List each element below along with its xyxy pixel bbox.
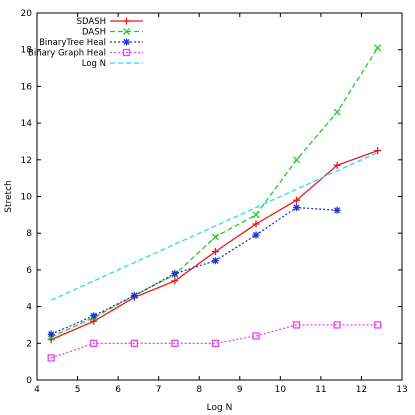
x-tick-label: 7 [156, 385, 162, 395]
legend-marker [123, 17, 130, 25]
data-point [333, 108, 341, 116]
legend-marker [122, 48, 131, 57]
y-tick-label: 0 [26, 376, 32, 386]
legend-label: Log N [82, 59, 106, 69]
plot-frame [36, 12, 403, 381]
x-axis-title: Log N [207, 403, 233, 413]
legend-entry: DASH [82, 28, 143, 38]
data-point [171, 339, 179, 347]
series-3 [47, 321, 382, 362]
series-1 [47, 44, 382, 341]
x-tick-label: 6 [115, 385, 121, 395]
series-line [50, 151, 378, 301]
data-point [47, 354, 55, 362]
legend-entry: SDASH [77, 17, 143, 27]
data-point [171, 270, 179, 278]
data-point [47, 330, 55, 338]
x-tick-label: 9 [237, 385, 243, 395]
series-0 [47, 147, 382, 344]
y-tick-label: 6 [26, 266, 32, 276]
data-point [293, 156, 301, 164]
data-point [90, 312, 98, 320]
data-point [333, 206, 341, 214]
legend-label: DASH [82, 28, 106, 38]
data-point [333, 321, 341, 329]
data-point [211, 257, 219, 265]
y-tick-label: 12 [21, 156, 32, 166]
data-point [333, 161, 341, 169]
x-tick-label: 10 [275, 385, 287, 395]
data-point [211, 339, 220, 347]
data-point [293, 196, 301, 204]
y-tick-label: 16 [21, 82, 33, 92]
x-tick-label: 4 [34, 385, 40, 395]
y-tick-label: 4 [26, 303, 32, 313]
y-tick-label: 14 [21, 119, 33, 129]
legend-marker [123, 28, 130, 35]
data-point [130, 339, 138, 347]
series-4 [50, 151, 378, 301]
series-2 [47, 204, 341, 338]
y-axis-title: Stretch [4, 180, 14, 212]
axis-ticks: 4 5 6 7 8 9 10 11 12 13 0 2 4 6 8 10 12 14 16 18 20 [21, 9, 408, 395]
y-tick-label: 2 [26, 339, 32, 349]
data-point [211, 248, 219, 256]
series-layer [47, 44, 382, 362]
x-tick-label: 11 [315, 385, 326, 395]
series-line [50, 149, 378, 341]
legend-label: Binary Graph Heal [28, 49, 106, 59]
legend-entry: Binary Graph Heal [28, 49, 143, 59]
x-tick-label: 13 [396, 385, 407, 395]
data-point [293, 204, 301, 212]
x-tick-label: 12 [356, 385, 367, 395]
data-point [90, 339, 98, 347]
legend-label: BinaryTree Heal [39, 38, 106, 48]
data-point [130, 292, 138, 300]
data-point [252, 211, 260, 219]
legend-marker [123, 38, 130, 46]
data-point [374, 147, 382, 155]
data-point [292, 321, 301, 329]
legend-entry: BinaryTree Heal [39, 38, 143, 48]
data-point [252, 332, 260, 340]
y-tick-label: 18 [21, 46, 33, 56]
data-point [171, 277, 179, 285]
y-tick-label: 20 [21, 9, 33, 19]
data-point [374, 44, 382, 52]
legend-label: SDASH [77, 17, 106, 27]
y-tick-label: 10 [21, 193, 33, 203]
data-point [252, 220, 260, 228]
x-tick-label: 8 [196, 385, 202, 395]
legend-entry: Log N [82, 59, 143, 69]
data-point [374, 321, 382, 329]
x-tick-label: 5 [75, 385, 81, 395]
series-line [50, 324, 378, 359]
y-tick-label: 8 [26, 229, 32, 239]
series-line [50, 47, 379, 338]
data-point [252, 231, 260, 239]
series-line [50, 206, 338, 335]
data-point [211, 233, 219, 241]
